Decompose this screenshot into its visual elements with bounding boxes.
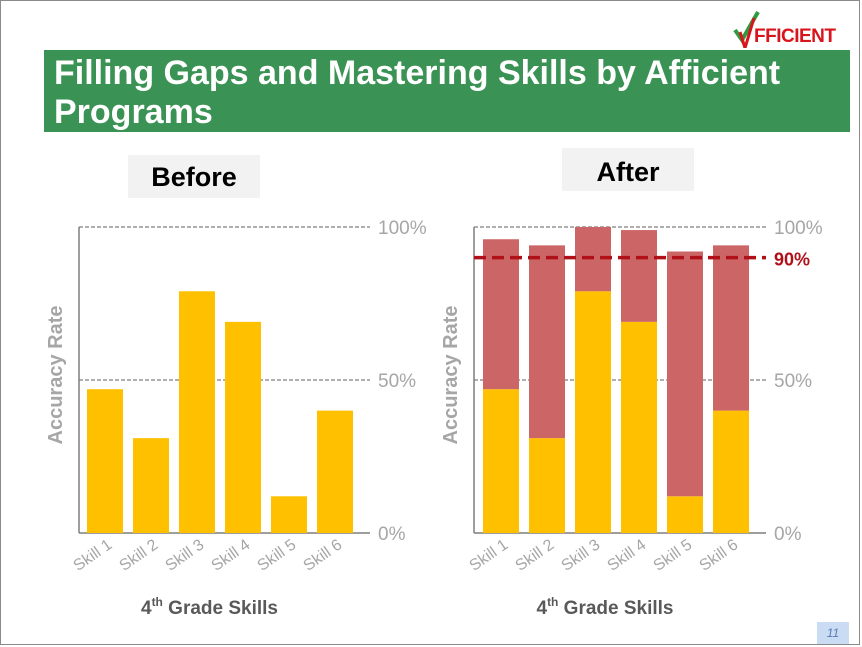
after-label: After xyxy=(562,148,694,191)
after-bar-current-6 xyxy=(713,410,749,533)
after-ylabel: Accuracy Rate xyxy=(440,306,462,445)
afficient-logo: FFICIENT xyxy=(732,8,850,48)
slide-title: Filling Gaps and Mastering Skills by Aff… xyxy=(54,54,781,131)
after-bar-gap-5 xyxy=(667,251,703,497)
after-bar-current-3 xyxy=(575,291,611,533)
after-xlabel: 4th Grade Skills xyxy=(536,595,673,619)
title-bar: Filling Gaps and Mastering Skills by Aff… xyxy=(44,50,850,132)
checkmark-icon xyxy=(733,11,760,48)
before-label: Before xyxy=(128,155,260,198)
after-xtick-1: Skill 1 xyxy=(467,536,512,574)
before-xtick-5: Skill 5 xyxy=(255,536,300,574)
after-target-label: 90% xyxy=(774,250,810,270)
after-bar-gap-4 xyxy=(621,230,657,322)
after-xtick-5: Skill 5 xyxy=(651,536,696,574)
after-bar-current-5 xyxy=(667,496,703,533)
before-xlabel-rest: Grade Skills xyxy=(163,598,278,619)
before-xlabel-superscript: th xyxy=(152,595,163,609)
page-number: 11 xyxy=(817,622,849,644)
before-xlabel: 4th Grade Skills xyxy=(141,595,278,619)
before-bar-current-4 xyxy=(225,321,261,533)
after-xtick-2: Skill 2 xyxy=(513,536,558,574)
before-ytick-0: 0% xyxy=(378,524,406,545)
before-xlabel-number: 4 xyxy=(141,598,152,619)
before-bar-current-3 xyxy=(179,291,215,533)
before-ylabel: Accuracy Rate xyxy=(45,306,67,445)
logo-text: FFICIENT xyxy=(754,26,836,47)
after-xtick-4: Skill 4 xyxy=(605,536,650,574)
before-ytick-50: 50% xyxy=(378,371,416,392)
after-bar-current-2 xyxy=(529,438,565,533)
before-ytick-100: 100% xyxy=(378,218,427,239)
after-bar-current-1 xyxy=(483,389,519,533)
after-ytick-100: 100% xyxy=(774,218,823,239)
before-bar-current-2 xyxy=(133,438,169,533)
before-xtick-3: Skill 3 xyxy=(163,536,208,574)
after-xtick-6: Skill 6 xyxy=(697,536,742,574)
after-bar-gap-6 xyxy=(713,245,749,411)
after-bar-gap-2 xyxy=(529,245,565,439)
after-bar-gap-1 xyxy=(483,239,519,390)
after-xtick-3: Skill 3 xyxy=(559,536,604,574)
before-xtick-4: Skill 4 xyxy=(209,536,254,574)
after-bar-current-4 xyxy=(621,321,657,533)
after-xlabel-number: 4 xyxy=(536,598,547,619)
before-bar-current-6 xyxy=(317,410,353,533)
after-ytick-0: 0% xyxy=(774,524,802,545)
before-xtick-1: Skill 1 xyxy=(71,536,116,574)
after-xlabel-superscript: th xyxy=(547,595,558,609)
before-xtick-6: Skill 6 xyxy=(301,536,346,574)
after-xlabel-rest: Grade Skills xyxy=(558,598,673,619)
before-bar-current-1 xyxy=(87,389,123,533)
before-bar-current-5 xyxy=(271,496,307,533)
after-ytick-50: 50% xyxy=(774,371,812,392)
before-xtick-2: Skill 2 xyxy=(117,536,162,574)
